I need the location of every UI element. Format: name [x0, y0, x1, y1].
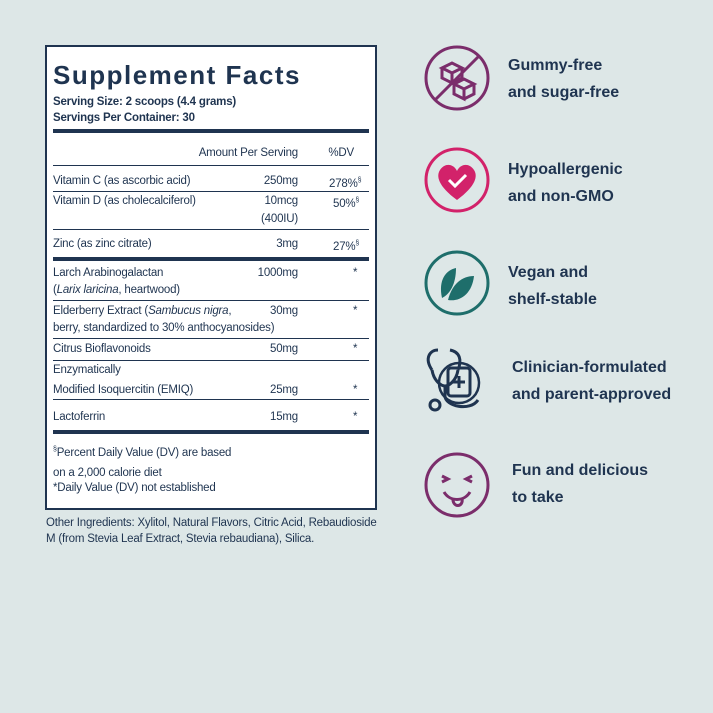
nutrient-name: Modified Isoquercitin (EMIQ)	[53, 384, 194, 396]
text: Clinician-formulated	[512, 359, 667, 376]
rule	[53, 191, 369, 192]
feature-icons	[424, 45, 490, 518]
text: M (from Stevia Leaf Extract, Stevia reba…	[46, 533, 315, 545]
nutrient-name: Elderberry Extract (Sambucus nigra,	[53, 304, 232, 318]
feature: Hypoallergenic and non-GMO	[508, 156, 623, 210]
dv: *	[353, 384, 358, 396]
title: Supplement Facts	[53, 60, 301, 90]
icon-hypoallergenic	[424, 147, 490, 213]
amount: 1000mg	[257, 267, 299, 279]
text: (	[53, 284, 57, 296]
amount: 10mcg	[264, 195, 298, 207]
amount: 250mg	[263, 175, 298, 187]
amount: 50mg	[270, 343, 298, 355]
amount: 15mg	[270, 411, 298, 423]
rule	[53, 257, 369, 261]
amount: 30mg	[270, 305, 298, 317]
dv-header: %DV	[328, 147, 354, 159]
text: Elderberry Extract (	[53, 305, 149, 317]
text: Fun and delicious	[512, 462, 649, 479]
amount: 25mg	[270, 384, 298, 396]
dv-value: 27%	[333, 240, 356, 253]
text: and sugar-free	[508, 84, 620, 101]
dv: *	[353, 411, 358, 423]
icon-vegan	[424, 250, 490, 316]
rule	[53, 338, 369, 339]
text: Percent Daily Value (DV) are based	[56, 446, 232, 459]
text: ,	[228, 305, 232, 317]
feature: Gummy-free and sugar-free	[508, 52, 619, 106]
amount: (400IU)	[261, 213, 298, 225]
dv: 50%§	[333, 194, 359, 211]
dv: *	[353, 343, 358, 355]
dv: 27%§	[333, 237, 359, 254]
dv-note: §	[355, 240, 360, 247]
dv-note: §	[355, 197, 360, 204]
footnote: §Percent Daily Value (DV) are based on a …	[53, 440, 231, 483]
rule	[53, 129, 369, 133]
text: on a 2,000 calorie diet	[53, 466, 162, 479]
rule	[53, 229, 369, 230]
amount: 3mg	[276, 238, 298, 250]
text: , heartwood)	[118, 284, 180, 296]
rule	[53, 300, 369, 301]
rule	[53, 165, 369, 166]
dv-value: 278%	[329, 177, 358, 190]
dv: *	[353, 267, 358, 279]
rule	[53, 360, 369, 361]
dv: 278%§	[329, 174, 362, 191]
nutrient-name: Enzymatically	[53, 364, 121, 376]
text: shelf-stable	[508, 291, 597, 308]
nutrient-name: Vitamin D (as cholecalciferol)	[53, 195, 196, 207]
text: and parent-approved	[512, 386, 672, 403]
text: Other Ingredients: Xylitol, Natural Flav…	[46, 517, 377, 529]
dv: *	[353, 305, 358, 317]
rule	[53, 430, 369, 434]
text: Hypoallergenic	[508, 161, 623, 178]
feature: Vegan and shelf-stable	[508, 259, 597, 313]
nutrient-name: Larch Arabinogalactan	[53, 267, 164, 279]
nutrient-name: Lactoferrin	[53, 411, 106, 423]
dv-value: 50%	[333, 197, 356, 210]
latin-name: Larix laricina	[56, 284, 119, 296]
amount-header: Amount Per Serving	[198, 147, 299, 159]
other-ingredients: Other Ingredients: Xylitol, Natural Flav…	[46, 515, 377, 547]
nutrient-name: (Larix laricina, heartwood)	[53, 283, 180, 297]
icon-clinician	[426, 348, 481, 412]
servings-per-container: Servings Per Container: 30	[53, 112, 195, 124]
nutrient-name: berry, standardized to 30% anthocyanosid…	[53, 322, 275, 334]
latin-name: Sambucus nigra	[148, 305, 229, 317]
text: to take	[512, 489, 564, 506]
footnote-mark: §	[53, 446, 57, 453]
icon-fun	[424, 452, 490, 518]
nutrient-name: Zinc (as zinc citrate)	[53, 238, 152, 250]
serving-size: Serving Size: 2 scoops (4.4 grams)	[53, 96, 237, 108]
feature: Fun and delicious to take	[512, 457, 648, 511]
supplement-facts-panel: Supplement Facts Serving Size: 2 scoops …	[45, 45, 377, 510]
dv-note: §	[357, 177, 362, 184]
text: Vegan and	[508, 264, 589, 281]
nutrient-name: Citrus Bioflavonoids	[53, 343, 151, 355]
footnote: *Daily Value (DV) not established	[53, 482, 216, 494]
feature: Clinician-formulated and parent-approved	[512, 354, 671, 408]
text: and non-GMO	[508, 188, 614, 205]
icon-gummy-free	[424, 45, 490, 111]
text: Gummy-free	[508, 57, 603, 74]
rule	[53, 399, 369, 400]
nutrient-name: Vitamin C (as ascorbic acid)	[53, 175, 191, 187]
